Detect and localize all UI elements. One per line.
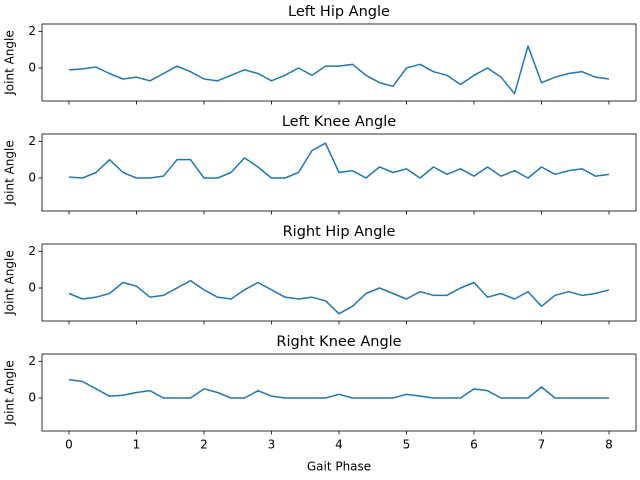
x-tick-label: 7: [538, 438, 546, 452]
axes-frame: [41, 353, 637, 432]
x-tick-label: 8: [605, 438, 613, 452]
subplot-title: Left Knee Angle: [282, 114, 396, 130]
y-tick-label: 0: [28, 281, 36, 295]
subplot-title: Right Knee Angle: [276, 334, 401, 350]
x-tick-label: 5: [403, 438, 411, 452]
x-tick-label: 4: [335, 438, 343, 452]
y-tick-label: 2: [28, 244, 36, 258]
y-axis-label: Joint Angle: [3, 250, 17, 316]
subplot-title: Left Hip Angle: [288, 4, 390, 20]
y-axis-label: Joint Angle: [3, 140, 17, 206]
y-tick-label: 2: [28, 354, 36, 368]
x-tick-label: 3: [268, 438, 276, 452]
y-tick-label: 2: [28, 134, 36, 148]
line-series: [68, 45, 610, 95]
line-series: [68, 279, 610, 315]
y-tick-label: 0: [28, 61, 36, 75]
x-tick-label: 6: [470, 438, 478, 452]
y-tick-label: 0: [28, 171, 36, 185]
x-axis-label: Gait Phase: [307, 460, 371, 474]
axes-frame: [41, 243, 637, 322]
y-axis-label: Joint Angle: [3, 360, 17, 426]
y-tick-label: 0: [28, 391, 36, 405]
x-tick-label: 0: [65, 438, 73, 452]
x-tick-label: 2: [200, 438, 208, 452]
axes-frame: [41, 23, 637, 102]
y-axis-label: Joint Angle: [3, 30, 17, 96]
line-series: [68, 378, 609, 399]
subplot-title: Right Hip Angle: [283, 224, 396, 240]
x-tick-label: 1: [133, 438, 141, 452]
line-series: [68, 142, 610, 179]
y-tick-label: 2: [28, 24, 36, 38]
axes-frame: [41, 133, 637, 212]
